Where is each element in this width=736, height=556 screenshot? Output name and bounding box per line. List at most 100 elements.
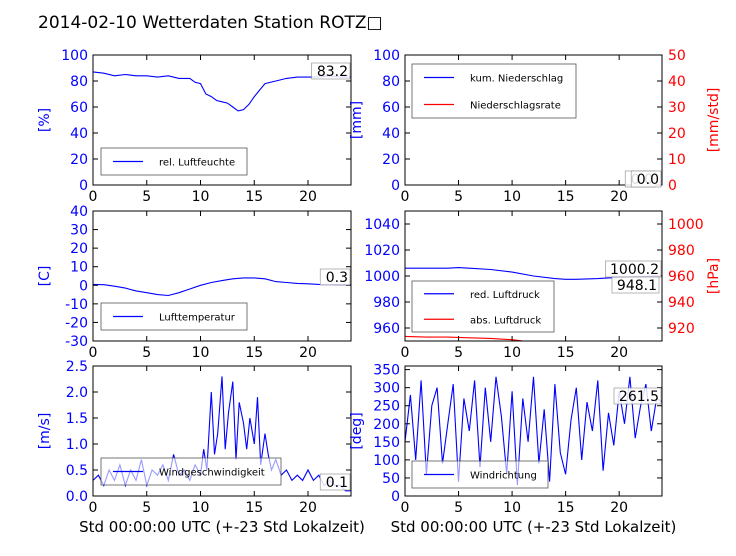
x-tick-label: 10 — [192, 189, 210, 205]
panel-precip: 0 5 10 15 20 0 20 40 60 80 100 0 10 20 30 40 50 [mm] [mm/s… — [349, 48, 722, 205]
legend-label: Lufttemperatur — [159, 313, 236, 324]
y-tick-label: 960 — [373, 321, 400, 337]
y-tick-label: 250 — [373, 399, 400, 415]
y-right-tick-label: 1000 — [668, 217, 704, 233]
x-tick-label: 20 — [299, 345, 317, 361]
legend-precip: kum. Niederschlag Niederschlagsrate — [411, 63, 577, 119]
y-tick-label: -30 — [65, 334, 88, 350]
y-tick-label: 100 — [373, 453, 400, 469]
y-right-tick-label: 10 — [668, 152, 686, 168]
legend-frame — [411, 280, 555, 333]
y-right-tick-label: 980 — [668, 243, 695, 259]
y-axis-label: [deg] — [349, 412, 365, 449]
x-tick-label: 0 — [401, 500, 410, 516]
y-tick-label: 40 — [70, 204, 88, 220]
y-tick-label: 10 — [70, 260, 88, 276]
y-right-tick-label: 0 — [668, 178, 677, 194]
plot-frame-wind_speed — [92, 365, 352, 497]
y-tick-label: 1020 — [364, 243, 400, 259]
y-tick-label: 200 — [373, 417, 400, 433]
x-tick-label: 0 — [401, 189, 410, 205]
y-axis-label: [C] — [37, 266, 53, 287]
x-tick-label: 0 — [89, 345, 98, 361]
x-tick-label: 20 — [299, 500, 317, 516]
y-axis-label: [%] — [37, 108, 53, 132]
plot-frame-humidity — [92, 54, 352, 186]
y-tick-label: 1.5 — [66, 411, 88, 427]
y-right-tick-label: 940 — [668, 295, 695, 311]
y-tick-label: 100 — [61, 48, 88, 64]
x-tick-label: 15 — [557, 500, 575, 516]
y-tick-label: 350 — [373, 363, 400, 379]
value-annotation: 0.0 — [637, 172, 659, 188]
x-tick-label: 5 — [454, 500, 463, 516]
value-annotation: 83.2 — [317, 64, 348, 80]
series-line-temperature-0 — [93, 277, 351, 297]
y-tick-label: 40 — [382, 126, 400, 142]
y-right-tick-label: 20 — [668, 126, 686, 142]
y-tick-label: 980 — [373, 295, 400, 311]
y-tick-label: 0 — [79, 278, 88, 294]
y-tick-label: 60 — [70, 100, 88, 116]
x-tick-label: 5 — [454, 345, 463, 361]
x-tick-label: 20 — [610, 500, 628, 516]
legend-label: Niederschlagsrate — [470, 101, 561, 112]
plot-frame-temperature — [92, 210, 352, 342]
y-tick-label: 1000 — [364, 269, 400, 285]
x-tick-label: 15 — [245, 189, 263, 205]
x-tick-label: 20 — [299, 189, 317, 205]
y-tick-label: 0.0 — [66, 489, 88, 505]
x-tick-label: 20 — [610, 345, 628, 361]
y-tick-label: -20 — [65, 315, 88, 331]
x-tick-label: 5 — [454, 189, 463, 205]
y-tick-label: 2.5 — [66, 359, 88, 375]
value-annotation: 0.3 — [326, 270, 348, 286]
y-tick-label: 0.5 — [66, 463, 88, 479]
panel-temperature: 0 5 10 15 20 -30 -20 -10 0 10 20 30 40 [C] 0.3 Lufttemp… — [37, 204, 352, 361]
x-tick-label: 5 — [142, 189, 151, 205]
legend-label: rel. Luftfeuchte — [159, 158, 235, 169]
value-annotation-box — [613, 387, 662, 405]
y-axis-label: [mm] — [349, 101, 365, 139]
x-tick-label: 10 — [503, 345, 521, 361]
y-tick-label: 150 — [373, 435, 400, 451]
x-tick-label: 0 — [89, 189, 98, 205]
y-tick-label: 20 — [70, 152, 88, 168]
panel-pressure: 0 5 10 15 20 960 980 1000 1020 1040 920 940 960 980 10… — [364, 210, 722, 361]
x-tick-label: 5 — [142, 345, 151, 361]
y-right-tick-label: 50 — [668, 48, 686, 64]
y-tick-label: 300 — [373, 381, 400, 397]
y-tick-label: -10 — [65, 297, 88, 313]
x-axis-label: Std 00:00:00 UTC (+-23 Std Lokalzeit) — [79, 518, 365, 536]
panel-wind_speed: 0 5 10 15 20 0.0 0.5 1.0 1.5 2.0 2.5 [m/s] Std 00:00… — [37, 359, 365, 536]
series-line-pressure-1 — [405, 335, 528, 341]
y-axis-label: [m/s] — [37, 413, 53, 450]
y-right-tick-label: 920 — [668, 321, 695, 337]
plot-frame-wind_direction — [404, 365, 663, 497]
y-tick-label: 2.0 — [66, 385, 88, 401]
y-right-axis-label: [mm/std] — [706, 88, 722, 153]
y-tick-label: 1.0 — [66, 437, 88, 453]
panel-humidity: 0 5 10 15 20 0 20 40 60 80 100 [%] 83.2 rel. Luftfeuc… — [37, 48, 352, 205]
y-tick-label: 100 — [373, 48, 400, 64]
x-tick-label: 10 — [192, 500, 210, 516]
series-line-humidity-0 — [93, 71, 351, 112]
legend-pressure: red. Luftdruck abs. Luftdruck — [411, 280, 555, 333]
x-tick-label: 0 — [89, 500, 98, 516]
x-axis-label: Std 00:00:00 UTC (+-23 Std Lokalzeit) — [391, 518, 677, 536]
legend-frame — [411, 63, 577, 119]
y-tick-label: 20 — [382, 152, 400, 168]
x-tick-label: 5 — [142, 500, 151, 516]
y-right-tick-label: 960 — [668, 269, 695, 285]
legend-wind_direction: Windrichtung — [411, 460, 549, 489]
legend-frame — [100, 147, 248, 176]
x-tick-label: 10 — [192, 345, 210, 361]
y-right-tick-label: 30 — [668, 100, 686, 116]
value-annotation-box — [311, 62, 351, 80]
value-annotation-box — [630, 170, 662, 188]
value-annotation: 1000.2 — [610, 262, 659, 278]
y-tick-label: 50 — [382, 471, 400, 487]
